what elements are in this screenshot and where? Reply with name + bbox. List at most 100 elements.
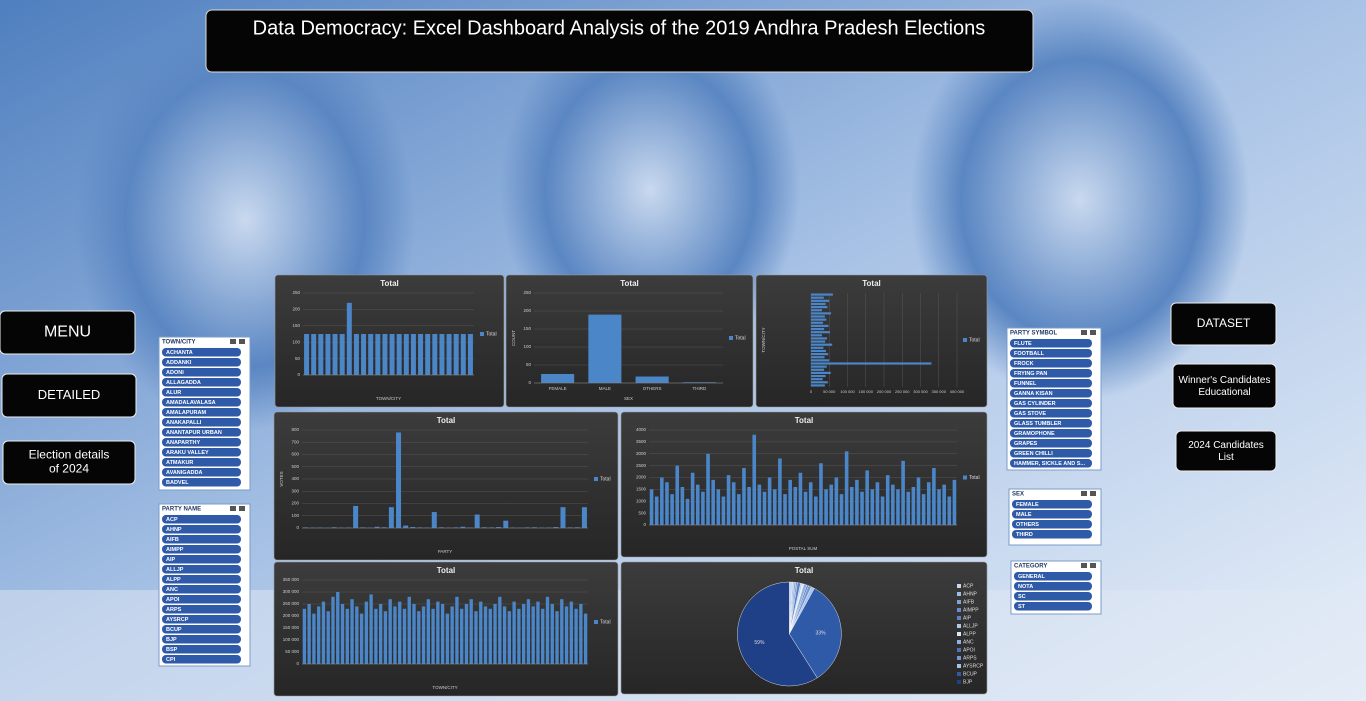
button-bg[interactable] (0, 310, 136, 355)
slicer-item[interactable] (1010, 359, 1092, 368)
slicer-item-label[interactable]: ANANTAPUR URBAN (166, 430, 222, 436)
slicer-item-label[interactable]: HAMMER, SICKLE AND S... (1014, 461, 1085, 467)
button-bg[interactable] (2, 440, 136, 485)
slicer-item[interactable] (1014, 592, 1092, 601)
slicer-item-label[interactable]: ACHANTA (166, 350, 193, 356)
slicer-item[interactable] (162, 398, 241, 407)
slicer-item-label[interactable]: OTHERS (1016, 522, 1039, 528)
slicer-item-label[interactable]: ALPP (166, 577, 181, 583)
slicer-item-label[interactable]: ANAKAPALLI (166, 420, 202, 426)
slicer-item[interactable] (1010, 379, 1092, 388)
slicer-item[interactable] (162, 438, 241, 447)
slicer-item[interactable] (162, 358, 241, 367)
slicer-item-label[interactable]: NOTA (1018, 584, 1033, 590)
slicer-item-label[interactable]: ADONI (166, 370, 184, 376)
slicer-item[interactable] (162, 525, 241, 534)
slicer-item[interactable] (162, 645, 241, 654)
slicer-item-label[interactable]: ALLAGADDA (166, 380, 201, 386)
slicer-item[interactable] (1010, 349, 1092, 358)
button-bg[interactable] (1, 373, 137, 418)
slicer-item[interactable] (1010, 449, 1092, 458)
slicer-item-label[interactable]: AYSRCP (166, 617, 189, 623)
slicer-item[interactable] (162, 478, 241, 487)
slicer-item-label[interactable]: AIMPP (166, 547, 184, 553)
slicer-item[interactable] (162, 635, 241, 644)
slicer-item[interactable] (162, 555, 241, 564)
slicer-item[interactable] (1012, 520, 1092, 529)
slicer-item-label[interactable]: GRAPES (1014, 441, 1038, 447)
slicer-item-label[interactable]: ST (1018, 604, 1026, 610)
slicer-item[interactable] (162, 585, 241, 594)
slicer-item-label[interactable]: GLASS TUMBLER (1014, 421, 1061, 427)
slicer-item[interactable] (1014, 572, 1092, 581)
slicer-item[interactable] (1012, 510, 1092, 519)
slicer-item-label[interactable]: THIRD (1016, 532, 1033, 538)
menu-button[interactable]: DETAILED (1, 373, 137, 418)
slicer-item[interactable] (1010, 439, 1092, 448)
slicer-item[interactable] (162, 428, 241, 437)
menu-button[interactable]: Winner's Candidates Educational (1172, 363, 1277, 409)
slicer-item[interactable] (162, 388, 241, 397)
slicer-item[interactable] (162, 448, 241, 457)
slicer-item-label[interactable]: SC (1018, 594, 1026, 600)
slicer-item[interactable] (162, 615, 241, 624)
slicer-item[interactable] (1010, 389, 1092, 398)
slicer-icon[interactable] (1090, 563, 1096, 568)
slicer-item[interactable] (1012, 530, 1092, 539)
slicer-item[interactable] (1010, 369, 1092, 378)
slicer-item-label[interactable]: ARPS (166, 607, 182, 613)
slicer-item-label[interactable]: ACP (166, 517, 178, 523)
slicer-item-label[interactable]: BADVEL (166, 480, 189, 486)
slicer-icon[interactable] (1081, 491, 1087, 496)
slicer-icon[interactable] (1081, 563, 1087, 568)
slicer-item[interactable] (1012, 500, 1092, 509)
button-label[interactable]: DATASET (1197, 316, 1251, 330)
slicer-item-label[interactable]: FEMALE (1016, 502, 1039, 508)
slicer-icon[interactable] (1090, 330, 1096, 335)
button-label[interactable]: 2024 Candidates List (1188, 440, 1264, 463)
slicer-item[interactable] (162, 625, 241, 634)
slicer-item[interactable] (162, 418, 241, 427)
slicer-item-label[interactable]: FROCK (1014, 361, 1034, 367)
button-label[interactable]: Winner's Candidates Educational (1179, 375, 1271, 398)
slicer-item-label[interactable]: AIFB (166, 537, 179, 543)
slicer-item-label[interactable]: ANC (166, 587, 178, 593)
slicer-icon[interactable] (1081, 330, 1087, 335)
slicer-icon[interactable] (230, 506, 236, 511)
menu-button[interactable]: 2024 Candidates List (1175, 430, 1277, 472)
button-bg[interactable] (1170, 302, 1277, 346)
slicer-item-label[interactable]: AIP (166, 557, 176, 563)
slicer-item[interactable] (162, 605, 241, 614)
slicer-item[interactable] (1010, 459, 1092, 468)
slicer-item-label[interactable]: GRAMOPHONE (1014, 431, 1055, 437)
slicer-item-label[interactable]: ALLJP (166, 567, 184, 573)
slicer-icon[interactable] (230, 339, 236, 344)
menu-button[interactable]: DATASET (1170, 302, 1277, 346)
slicer-item[interactable] (1014, 582, 1092, 591)
slicer-item[interactable] (162, 655, 241, 664)
slicer-item[interactable] (1010, 419, 1092, 428)
slicer-item[interactable] (162, 468, 241, 477)
slicer-item[interactable] (1010, 409, 1092, 418)
slicer-item[interactable] (162, 378, 241, 387)
slicer-item[interactable] (1010, 339, 1092, 348)
slicer-item[interactable] (162, 545, 241, 554)
menu-button[interactable]: MENU (0, 310, 136, 355)
slicer-icon[interactable] (239, 506, 245, 511)
slicer-item[interactable] (1010, 399, 1092, 408)
slicer-item-label[interactable]: GREEN CHILLI (1014, 451, 1053, 457)
button-label[interactable]: Election details of 2024 (29, 447, 110, 475)
slicer-item-label[interactable]: FUNNEL (1014, 381, 1037, 387)
slicer-item-label[interactable]: FRYING PAN (1014, 371, 1047, 377)
slicer-item[interactable] (162, 595, 241, 604)
slicer-item-label[interactable]: MALE (1016, 512, 1032, 518)
slicer-item[interactable] (162, 408, 241, 417)
slicer-item-label[interactable]: ANAPARTHY (166, 440, 200, 446)
slicer-item-label[interactable]: CPI (166, 657, 176, 663)
slicer-item-label[interactable]: GAS CYLINDER (1014, 401, 1056, 407)
button-bg[interactable] (1172, 363, 1277, 409)
slicer-item-label[interactable]: ADDANKI (166, 360, 192, 366)
slicer-item-label[interactable]: GENERAL (1018, 574, 1046, 580)
slicer-item-label[interactable]: AMALAPURAM (166, 410, 206, 416)
slicer-item-label[interactable]: AVANIGADDA (166, 470, 202, 476)
